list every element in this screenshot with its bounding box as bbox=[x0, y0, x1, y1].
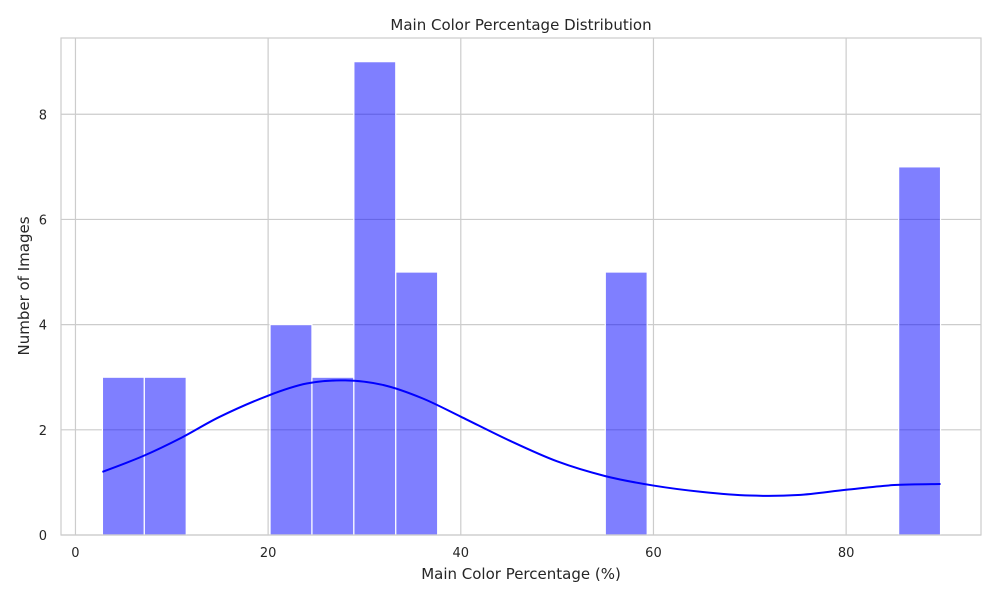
histogram-bar bbox=[604, 271, 648, 536]
histogram-bar bbox=[143, 376, 187, 536]
histogram-bar bbox=[353, 61, 397, 536]
y-tick-label: 0 bbox=[39, 529, 47, 544]
histogram-bar bbox=[395, 271, 439, 536]
x-tick-label: 80 bbox=[838, 546, 855, 561]
y-tick-labels: 0 2 4 6 8 bbox=[39, 108, 47, 544]
kde-curve bbox=[102, 379, 941, 497]
x-tick-label: 60 bbox=[645, 546, 662, 561]
x-tick-label: 40 bbox=[453, 546, 470, 561]
histogram-bar bbox=[101, 376, 145, 536]
x-axis-label: Main Color Percentage (%) bbox=[421, 565, 621, 583]
y-axis-label: Number of Images bbox=[15, 216, 33, 355]
y-tick-label: 2 bbox=[39, 424, 47, 439]
histogram-bar bbox=[311, 376, 355, 536]
y-tick-label: 6 bbox=[39, 213, 47, 228]
y-tick-label: 4 bbox=[39, 319, 47, 334]
grid-lines bbox=[61, 38, 981, 536]
histogram-bar bbox=[898, 166, 942, 536]
x-tick-labels: 0 20 40 60 80 bbox=[71, 546, 854, 561]
y-tick-label: 8 bbox=[39, 108, 47, 123]
histogram-bars bbox=[101, 61, 942, 536]
x-tick-label: 0 bbox=[71, 546, 79, 561]
x-tick-label: 20 bbox=[260, 546, 277, 561]
chart-title: Main Color Percentage Distribution bbox=[390, 16, 651, 34]
histogram-bar bbox=[269, 324, 313, 536]
plot-frame bbox=[60, 37, 982, 536]
